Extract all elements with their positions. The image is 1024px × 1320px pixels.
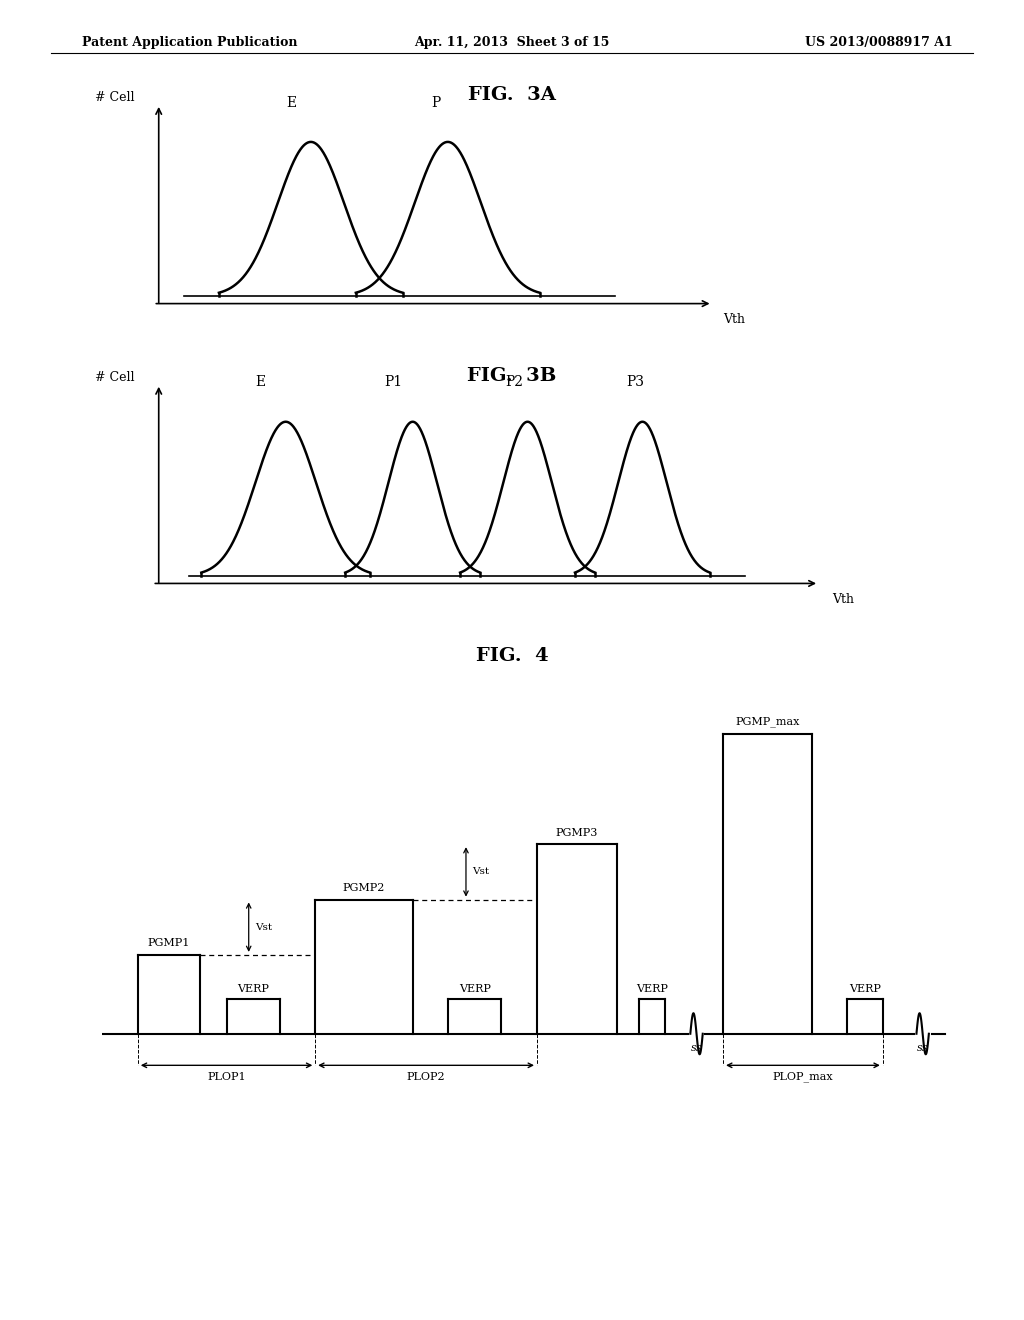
Text: FIG.  3A: FIG. 3A [468,86,556,104]
Text: PGMP1: PGMP1 [147,939,190,949]
Text: E: E [255,375,265,389]
Text: Vst: Vst [472,867,489,876]
Text: Vth: Vth [831,593,854,606]
Text: PGMP_max: PGMP_max [735,717,800,727]
Text: VERP: VERP [459,985,490,994]
Text: PLOP_max: PLOP_max [773,1072,834,1082]
Text: VERP: VERP [849,985,881,994]
Text: PGMP3: PGMP3 [556,828,598,838]
Text: PGMP2: PGMP2 [343,883,385,894]
Text: PLOP2: PLOP2 [407,1072,445,1081]
Text: E: E [287,95,297,110]
Text: P3: P3 [626,375,644,389]
Text: P: P [431,95,440,110]
Text: # Cell: # Cell [95,91,134,104]
Text: PLOP1: PLOP1 [207,1072,246,1081]
Text: ss: ss [916,1043,929,1053]
Text: Vth: Vth [723,313,745,326]
Text: VERP: VERP [238,985,269,994]
Text: FIG.  4: FIG. 4 [476,647,548,665]
Text: P2: P2 [505,375,523,389]
Text: Vst: Vst [255,923,272,932]
Text: Apr. 11, 2013  Sheet 3 of 15: Apr. 11, 2013 Sheet 3 of 15 [415,36,609,49]
Text: VERP: VERP [636,985,668,994]
Text: FIG.  3B: FIG. 3B [467,367,557,385]
Text: US 2013/0088917 A1: US 2013/0088917 A1 [805,36,952,49]
Text: Patent Application Publication: Patent Application Publication [82,36,297,49]
Text: P1: P1 [385,375,402,389]
Text: # Cell: # Cell [95,371,135,384]
Text: ss: ss [691,1043,702,1053]
